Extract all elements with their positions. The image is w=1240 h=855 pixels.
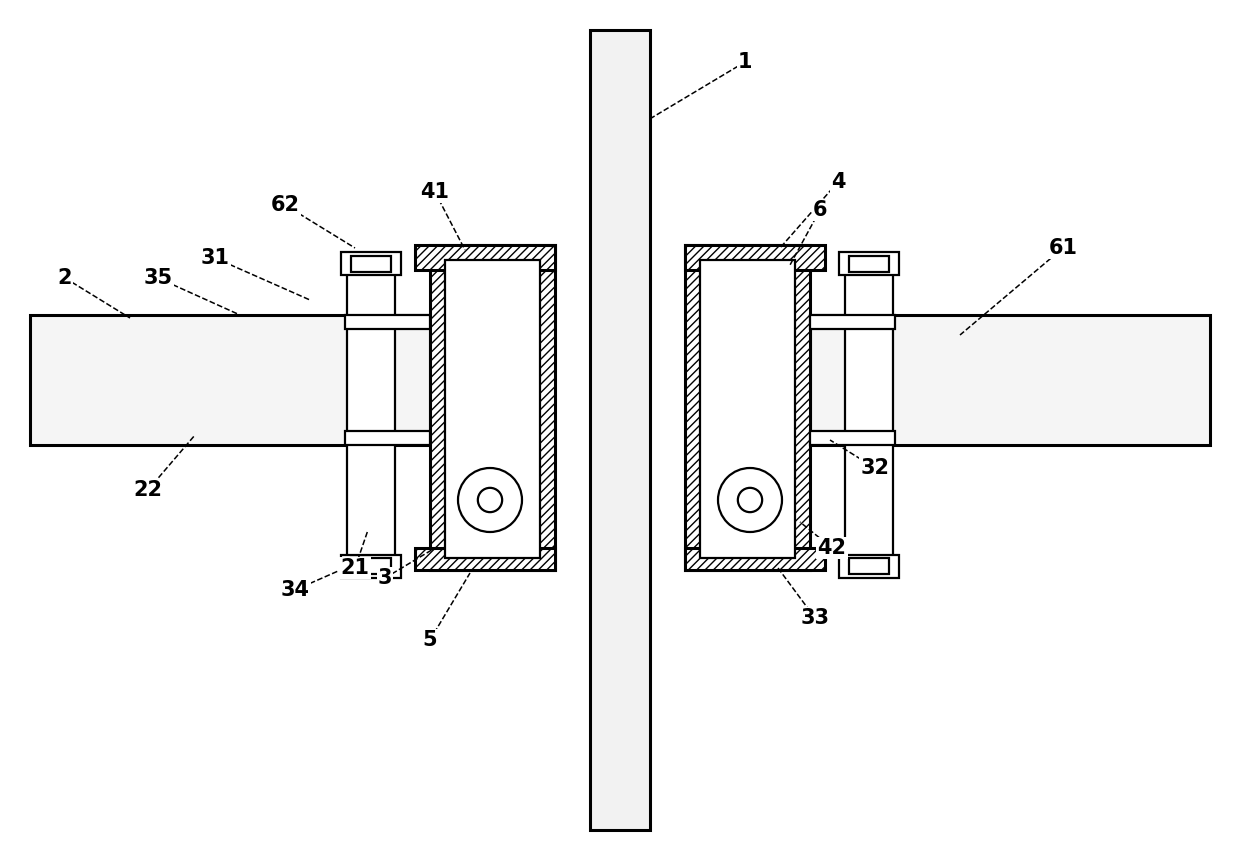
Bar bbox=[839, 555, 899, 578]
Bar bbox=[701, 260, 795, 558]
Bar bbox=[351, 558, 391, 574]
Bar bbox=[430, 245, 556, 570]
Bar bbox=[351, 256, 391, 272]
Bar bbox=[810, 315, 895, 329]
Bar bbox=[415, 245, 556, 270]
Bar bbox=[839, 252, 899, 275]
Bar bbox=[445, 260, 539, 558]
Text: 21: 21 bbox=[341, 558, 370, 578]
Text: 2: 2 bbox=[58, 268, 72, 288]
Text: 22: 22 bbox=[134, 480, 162, 500]
Text: 32: 32 bbox=[861, 458, 889, 478]
Bar bbox=[341, 555, 401, 578]
Bar bbox=[810, 431, 895, 445]
Text: 1: 1 bbox=[738, 52, 753, 72]
Circle shape bbox=[718, 468, 782, 532]
Bar bbox=[684, 548, 825, 570]
Bar bbox=[844, 268, 893, 558]
Text: 34: 34 bbox=[280, 580, 310, 600]
Circle shape bbox=[738, 488, 763, 512]
Text: 4: 4 bbox=[831, 172, 846, 192]
Text: 31: 31 bbox=[201, 248, 229, 268]
Bar bbox=[849, 256, 889, 272]
Circle shape bbox=[458, 468, 522, 532]
Bar bbox=[345, 315, 430, 329]
Bar bbox=[341, 252, 401, 275]
Text: 3: 3 bbox=[378, 568, 392, 588]
Bar bbox=[810, 315, 1210, 445]
Text: 35: 35 bbox=[144, 268, 172, 288]
Text: 41: 41 bbox=[420, 182, 449, 202]
Bar bbox=[30, 315, 430, 445]
Bar bbox=[347, 268, 396, 558]
Text: 33: 33 bbox=[801, 608, 830, 628]
Text: 61: 61 bbox=[1049, 238, 1078, 258]
Bar bbox=[590, 30, 650, 830]
Bar bbox=[345, 431, 430, 445]
Bar bbox=[684, 245, 810, 570]
Text: 62: 62 bbox=[270, 195, 300, 215]
Bar bbox=[684, 245, 825, 270]
Text: 42: 42 bbox=[817, 538, 847, 558]
Bar bbox=[853, 276, 885, 550]
Bar bbox=[415, 548, 556, 570]
Bar bbox=[849, 558, 889, 574]
Bar bbox=[355, 276, 387, 550]
Text: 6: 6 bbox=[812, 200, 827, 220]
Circle shape bbox=[477, 488, 502, 512]
Text: 5: 5 bbox=[423, 630, 438, 650]
